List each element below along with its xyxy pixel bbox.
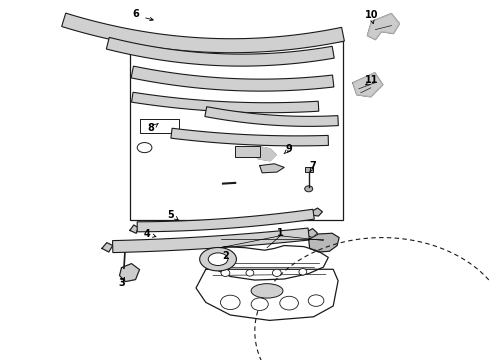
Text: 5: 5 <box>167 210 174 220</box>
Polygon shape <box>171 128 328 146</box>
Ellipse shape <box>251 284 283 298</box>
Ellipse shape <box>251 298 269 310</box>
Polygon shape <box>260 164 284 173</box>
Text: 11: 11 <box>365 75 378 85</box>
Polygon shape <box>205 107 339 126</box>
Polygon shape <box>106 37 334 66</box>
Text: 10: 10 <box>365 10 378 20</box>
Polygon shape <box>311 208 322 216</box>
Polygon shape <box>130 225 138 233</box>
Text: 7: 7 <box>309 161 316 171</box>
Ellipse shape <box>280 296 298 310</box>
Ellipse shape <box>208 253 228 265</box>
Polygon shape <box>131 92 319 113</box>
Ellipse shape <box>246 270 254 276</box>
Polygon shape <box>102 243 113 252</box>
Text: 6: 6 <box>133 9 140 19</box>
Text: 4: 4 <box>144 229 150 239</box>
Polygon shape <box>368 14 399 40</box>
Polygon shape <box>120 264 140 282</box>
Text: 8: 8 <box>147 123 154 133</box>
Bar <box>305 167 313 172</box>
Polygon shape <box>113 228 309 253</box>
Ellipse shape <box>272 269 281 276</box>
Polygon shape <box>353 73 383 97</box>
Text: 9: 9 <box>286 144 293 154</box>
Text: 2: 2 <box>222 251 229 261</box>
Polygon shape <box>137 209 314 232</box>
Ellipse shape <box>220 295 240 310</box>
Ellipse shape <box>299 269 307 275</box>
Ellipse shape <box>305 186 313 192</box>
Polygon shape <box>309 233 339 252</box>
Bar <box>235 146 260 157</box>
Polygon shape <box>306 229 318 238</box>
Text: 3: 3 <box>118 278 125 288</box>
Polygon shape <box>131 66 334 91</box>
Bar <box>130 41 343 220</box>
Polygon shape <box>62 13 344 53</box>
Ellipse shape <box>200 248 237 271</box>
Ellipse shape <box>308 295 324 306</box>
Ellipse shape <box>221 269 230 276</box>
Polygon shape <box>252 147 276 161</box>
Text: 1: 1 <box>277 228 284 238</box>
